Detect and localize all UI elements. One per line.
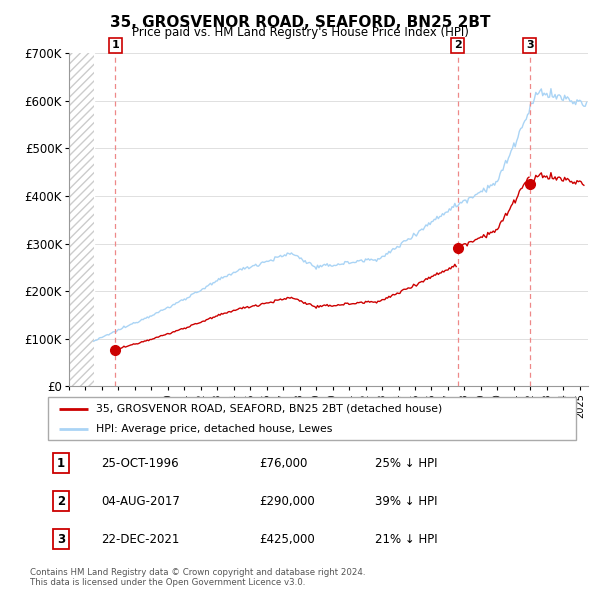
- Text: 2: 2: [454, 40, 461, 50]
- Text: Price paid vs. HM Land Registry's House Price Index (HPI): Price paid vs. HM Land Registry's House …: [131, 26, 469, 39]
- Text: 1: 1: [57, 457, 65, 470]
- Bar: [69, 53, 94, 386]
- FancyBboxPatch shape: [48, 397, 576, 440]
- Text: HPI: Average price, detached house, Lewes: HPI: Average price, detached house, Lewe…: [95, 424, 332, 434]
- Text: Contains HM Land Registry data © Crown copyright and database right 2024.
This d: Contains HM Land Registry data © Crown c…: [30, 568, 365, 587]
- Text: 25-OCT-1996: 25-OCT-1996: [101, 457, 178, 470]
- Text: 39% ↓ HPI: 39% ↓ HPI: [376, 494, 438, 507]
- Text: 25% ↓ HPI: 25% ↓ HPI: [376, 457, 438, 470]
- Text: 21% ↓ HPI: 21% ↓ HPI: [376, 533, 438, 546]
- Text: 35, GROSVENOR ROAD, SEAFORD, BN25 2BT: 35, GROSVENOR ROAD, SEAFORD, BN25 2BT: [110, 15, 490, 30]
- Text: 1: 1: [112, 40, 119, 50]
- Text: 2: 2: [57, 494, 65, 507]
- Text: £425,000: £425,000: [259, 533, 315, 546]
- Bar: [69, 53, 94, 386]
- Text: £76,000: £76,000: [259, 457, 308, 470]
- Text: £290,000: £290,000: [259, 494, 315, 507]
- Text: 3: 3: [526, 40, 533, 50]
- Text: 35, GROSVENOR ROAD, SEAFORD, BN25 2BT (detached house): 35, GROSVENOR ROAD, SEAFORD, BN25 2BT (d…: [95, 404, 442, 414]
- Text: 04-AUG-2017: 04-AUG-2017: [101, 494, 179, 507]
- Text: 22-DEC-2021: 22-DEC-2021: [101, 533, 179, 546]
- Text: 3: 3: [57, 533, 65, 546]
